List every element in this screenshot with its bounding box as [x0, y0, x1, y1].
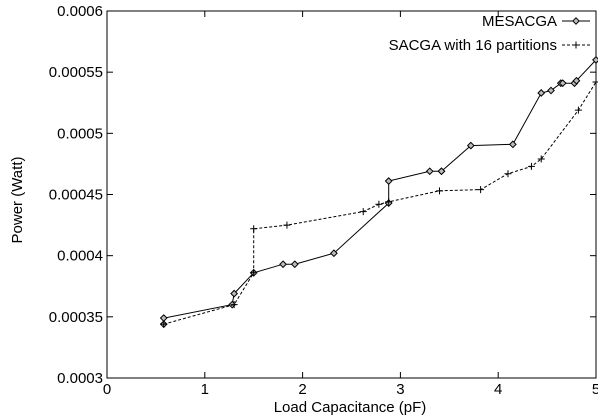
data-point [437, 167, 446, 176]
series-2 [160, 78, 598, 328]
data-point [436, 187, 444, 195]
y-tick-label: 0.0005 [57, 125, 103, 142]
data-point [572, 76, 581, 85]
data-point [230, 301, 238, 309]
data-point [547, 86, 555, 95]
data-point [375, 200, 383, 208]
series-line [163, 81, 597, 325]
series-1 [159, 56, 598, 329]
data-point [477, 186, 485, 194]
data-point [250, 269, 258, 277]
plot-frame [106, 10, 597, 379]
y-tick-label: 0.00055 [49, 64, 103, 81]
data-point [425, 167, 434, 176]
x-axis-title: Load Capacitance (pF) [274, 399, 427, 416]
x-tick-label: 0 [103, 381, 111, 398]
data-point [283, 221, 291, 229]
data-point [385, 198, 393, 206]
data-point [250, 225, 258, 233]
legend-label: SACGA with 16 partitions [389, 37, 557, 54]
data-point [537, 89, 546, 97]
x-tick-label: 2 [298, 381, 306, 398]
data-point [160, 320, 168, 328]
y-axis-title: Power (Watt) [9, 157, 26, 244]
data-point [508, 140, 517, 149]
x-tick-label: 1 [201, 381, 209, 398]
data-point [592, 56, 598, 64]
y-tick-label: 0.0003 [57, 370, 103, 387]
data-point [504, 170, 512, 178]
data-point [384, 177, 393, 185]
data-point [466, 141, 475, 150]
x-tick-label: 3 [396, 381, 404, 398]
ticks: 0 1 2 3 4 5 0.0003 0.00035 0.0004 0.00045 0.0005 0.… [49, 3, 598, 398]
axes [106, 10, 597, 379]
y-tick-label: 0.00035 [49, 309, 103, 326]
series-layer [159, 56, 598, 329]
data-point [329, 249, 338, 258]
data-point [230, 289, 239, 298]
data-point [592, 78, 598, 86]
data-point [359, 208, 367, 216]
x-tick-label: 5 [592, 381, 598, 398]
data-point [574, 106, 582, 114]
legend: MESACGA SACGA with 16 partitions [389, 13, 590, 54]
data-point [290, 260, 299, 269]
legend-marker [572, 41, 580, 49]
data-point [537, 155, 545, 163]
y-tick-label: 0.00045 [49, 187, 103, 204]
series-line [163, 59, 597, 325]
legend-marker [572, 17, 580, 25]
y-tick-label: 0.0006 [57, 3, 103, 20]
x-tick-label: 4 [494, 381, 502, 398]
y-tick-label: 0.0004 [57, 248, 103, 265]
legend-label: MESACGA [482, 13, 557, 30]
data-point [558, 79, 567, 88]
data-point [159, 314, 168, 322]
data-point [527, 162, 535, 170]
data-point [279, 260, 287, 269]
